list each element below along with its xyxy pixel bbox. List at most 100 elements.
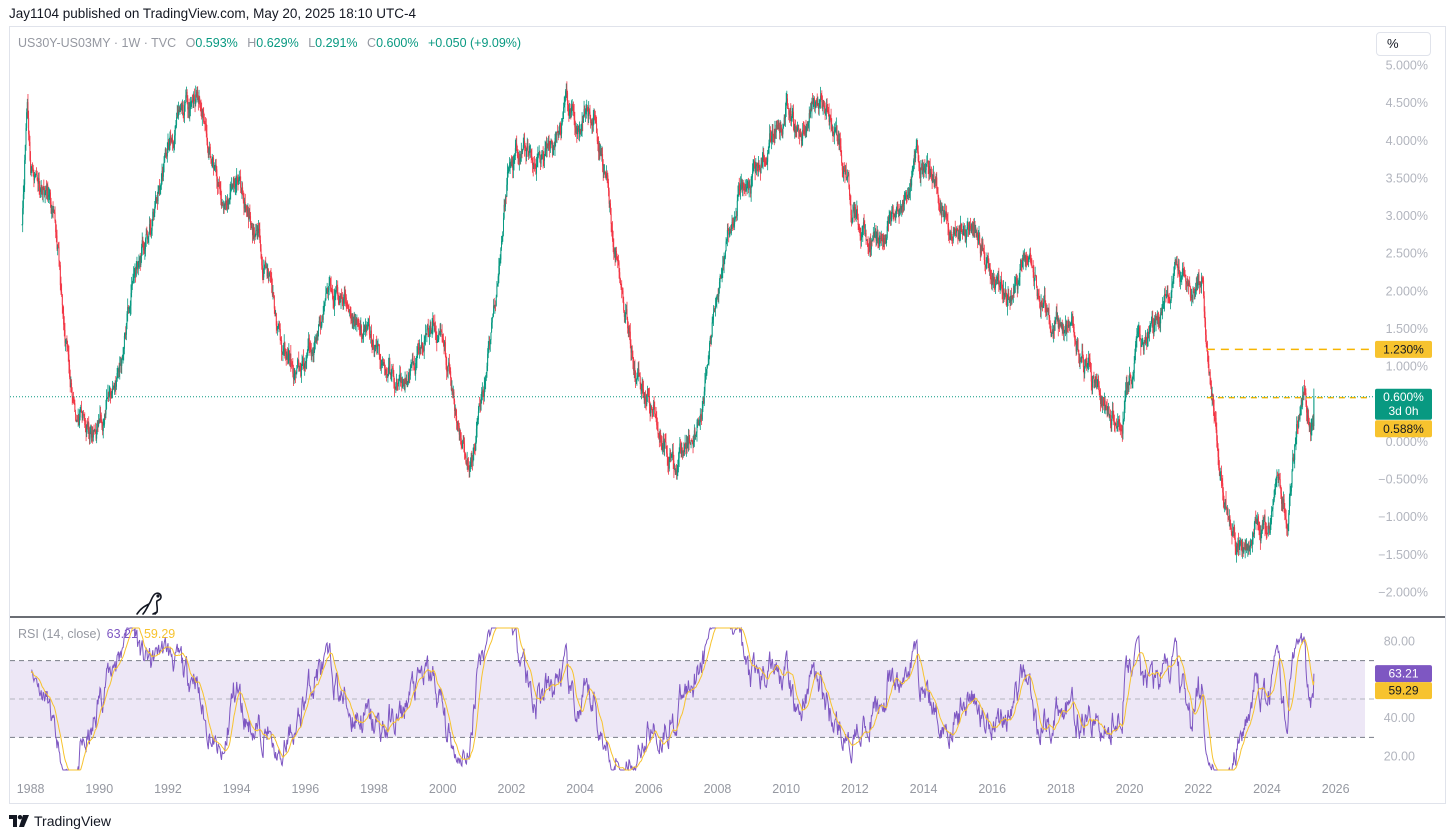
candle (1000, 275, 1002, 291)
candle-body (962, 233, 964, 235)
symbol-label[interactable]: US30Y-US03MY · 1W · TVC (18, 36, 177, 50)
candle-body (703, 391, 705, 404)
candle-body (781, 132, 783, 135)
candle (396, 378, 398, 391)
candle (720, 267, 722, 279)
candle (275, 312, 277, 334)
candle (999, 282, 1001, 294)
candle-body (737, 194, 739, 201)
candle (825, 98, 827, 120)
candle-body (543, 160, 545, 161)
candle (617, 254, 619, 266)
candle (467, 458, 469, 473)
candle-body (858, 224, 860, 227)
candle-body (218, 182, 220, 185)
candle-body (81, 412, 83, 418)
candle-body (857, 217, 859, 225)
candle-body (78, 417, 80, 426)
candle-body (518, 158, 520, 162)
candle-body (1082, 351, 1084, 358)
candle-body (249, 212, 251, 217)
candle (651, 407, 653, 419)
candle-body (318, 324, 320, 331)
candle-body (466, 459, 468, 465)
rsi-legend[interactable]: RSI (14, close) 63.21 59.29 (18, 627, 175, 641)
candle-body (1002, 292, 1004, 295)
candle-body (738, 185, 740, 190)
candle (423, 334, 425, 360)
candle-body (120, 363, 122, 366)
candle-body (1041, 304, 1043, 308)
candle-body (697, 420, 699, 423)
candle (851, 209, 853, 227)
candle-body (403, 380, 405, 383)
candle (436, 331, 438, 352)
candle-body (300, 369, 302, 377)
candle (907, 186, 909, 201)
candle-body (467, 466, 469, 467)
candle-body (338, 301, 340, 303)
candle (374, 344, 376, 352)
candle-body (856, 208, 858, 216)
candle (520, 142, 522, 162)
candle-body (855, 215, 857, 217)
percent-scale-button[interactable]: % (1376, 32, 1431, 56)
candle-body (1002, 288, 1004, 295)
candle-body (1024, 255, 1026, 263)
rsi-title[interactable]: RSI (14, close) (18, 627, 101, 641)
symbol-legend[interactable]: US30Y-US03MY · 1W · TVC O0.593% H0.629% … (18, 36, 521, 50)
candle-body (666, 447, 668, 454)
candle-body (497, 283, 499, 287)
candle (281, 336, 283, 361)
candle (1028, 256, 1030, 268)
candle (744, 183, 746, 194)
candle-body (966, 227, 968, 236)
candle (987, 252, 989, 269)
candle-body (798, 132, 800, 136)
candle-body (1105, 406, 1107, 408)
candle (564, 95, 566, 113)
candle-body (177, 111, 179, 116)
open-value: 0.593% (195, 36, 238, 50)
candle (147, 236, 149, 243)
candle-body (689, 442, 691, 444)
candle-body (53, 209, 55, 212)
candle-body (280, 340, 282, 341)
candle-body (1035, 275, 1037, 277)
candle (559, 121, 561, 136)
candle-body (514, 148, 516, 157)
candle (315, 337, 317, 343)
candle (84, 417, 86, 433)
candle (909, 183, 911, 199)
candle-body (266, 266, 268, 277)
candle-body (217, 182, 219, 187)
candle-body (806, 127, 808, 133)
candle (170, 129, 172, 146)
candle-body (176, 117, 178, 126)
candle (310, 342, 312, 361)
candle (1102, 397, 1104, 411)
candle-body (699, 415, 701, 423)
candle (854, 201, 856, 219)
candle (1033, 265, 1035, 287)
candle (703, 395, 705, 405)
candle (730, 225, 732, 234)
candle-body (333, 297, 335, 308)
candle (621, 280, 623, 299)
candle (619, 277, 621, 285)
candle-body (263, 264, 265, 268)
candle-body (343, 299, 345, 304)
candle (954, 220, 956, 237)
candle-body (1055, 311, 1057, 319)
candle (569, 103, 571, 119)
candle (1009, 295, 1011, 310)
candle-body (398, 377, 400, 382)
candle-body (820, 95, 822, 102)
candle (766, 157, 768, 165)
candle-body (509, 163, 511, 166)
candle-body (419, 347, 421, 349)
candle-body (170, 138, 172, 141)
candle-body (371, 339, 373, 346)
candle (252, 222, 254, 244)
